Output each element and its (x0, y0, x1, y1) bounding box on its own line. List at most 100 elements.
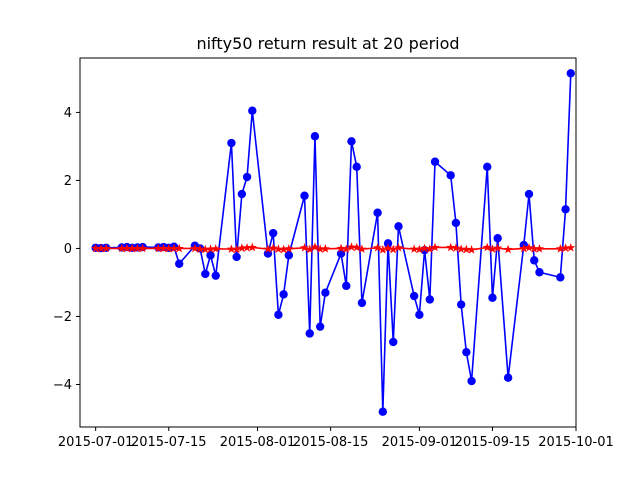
x-tick-label-2: 2015-07-15 (131, 435, 207, 450)
series-2-point-14 (190, 243, 200, 253)
series-1-point-38 (357, 298, 367, 308)
series-2-point-24 (263, 244, 273, 254)
series-1-point-25 (268, 228, 278, 238)
series-2-point-51 (456, 244, 466, 254)
series-1-point-64 (566, 69, 575, 78)
series-2-point-46 (420, 243, 430, 253)
series-1-point-30 (305, 329, 314, 338)
series-2-point-48 (430, 242, 440, 252)
series-2-point-4 (117, 243, 127, 253)
series-1-point-49 (446, 171, 455, 180)
series-1-point-16 (201, 269, 210, 279)
series-2-point-55 (487, 244, 498, 254)
y-tick-label-4: 2 (64, 174, 72, 189)
series-1-point-18 (211, 271, 220, 280)
series-2-point-8 (138, 243, 148, 253)
series-1-point-43 (394, 222, 403, 231)
series-2-point-53 (467, 245, 477, 254)
series-1-point-31 (310, 132, 320, 141)
series-2-point-30 (305, 244, 315, 254)
series-1-point-63 (561, 205, 570, 214)
x-tick-label-6: 2015-09-15 (455, 435, 531, 450)
series-2-point-33 (320, 243, 330, 253)
series-1-point-48 (430, 157, 440, 166)
series-2-point-49 (446, 242, 456, 252)
y-tick-label-2: −2 (53, 310, 72, 325)
series-2-point-52 (461, 244, 471, 254)
series-2-point-27 (279, 244, 289, 254)
series-1-point-23 (248, 106, 257, 115)
series-2-point-39 (373, 242, 383, 252)
series-2-point-54 (482, 242, 492, 252)
y-tick-label-3: 0 (64, 242, 72, 257)
series-1-point-52 (462, 347, 471, 357)
series-1-point-39 (373, 208, 382, 217)
series-2-point-15 (195, 244, 205, 254)
series-2-point-58 (519, 243, 529, 253)
series-1-point-53 (467, 376, 476, 386)
series-2-point-32 (315, 244, 325, 254)
x-tick-label-3: 2015-08-01 (220, 435, 296, 450)
series-2-point-22 (242, 242, 252, 252)
plot-frame (79, 57, 577, 428)
series-1-point-44 (409, 291, 419, 301)
series-2-point-50 (451, 243, 461, 252)
series-2-point-9 (153, 243, 163, 253)
x-tick-label-5: 2015-09-01 (382, 435, 458, 450)
series-2-point-35 (341, 244, 351, 254)
series-1-point-50 (451, 218, 461, 228)
series-2-point-18 (211, 243, 221, 253)
chart-title: nifty50 return result at 20 period (196, 34, 459, 53)
series-2-point-41 (383, 243, 393, 252)
series-2-point-7 (132, 243, 142, 253)
series-1-point-42 (389, 337, 398, 347)
series-2-point-29 (299, 242, 310, 252)
series-2-point-20 (232, 244, 242, 254)
series-1-point-51 (456, 300, 466, 309)
series-1-point-32 (315, 322, 325, 331)
series-2-point-12 (169, 243, 179, 253)
series-1-point-47 (425, 295, 435, 304)
series-1-point-26 (274, 310, 283, 319)
series-1-point-29 (300, 191, 309, 200)
series-2-point-45 (414, 244, 424, 254)
x-tick-label-1: 2015-07-01 (58, 435, 134, 450)
series-2-point-6 (127, 243, 137, 253)
series-2-point-59 (524, 242, 534, 252)
series-1-point-19 (227, 138, 236, 148)
series-2-point-19 (226, 244, 236, 254)
series-1-point-36 (347, 137, 356, 146)
series-1-point-22 (242, 172, 252, 182)
series-1-point-56 (493, 234, 502, 243)
series-1-point-37 (352, 162, 361, 172)
series-2-point-57 (503, 244, 513, 254)
series-2-point-43 (393, 242, 404, 252)
series-1-point-62 (556, 273, 565, 282)
series-2-point-1 (91, 243, 101, 253)
series-1-point-13 (175, 259, 184, 268)
series-1-point-60 (530, 256, 539, 265)
series-2-point-16 (200, 244, 210, 254)
series-2-point-62 (555, 243, 565, 253)
series-2-point-42 (388, 244, 398, 254)
series-2-point-40 (378, 245, 388, 254)
series-1-point-57 (503, 373, 513, 382)
series-1-point-35 (342, 281, 351, 291)
series-1-point-20 (232, 252, 241, 262)
series-1-point-40 (378, 407, 388, 416)
x-tick-label-4: 2015-08-15 (293, 435, 369, 450)
series-2-point-13 (174, 243, 184, 253)
series-2-point-3 (101, 243, 111, 253)
series-2-point-60 (529, 243, 539, 253)
series-2-point-31 (310, 242, 320, 251)
series-1-point-54 (483, 162, 492, 172)
series-2-point-21 (237, 243, 247, 252)
series-2-point-34 (336, 243, 346, 253)
y-tick-label-1: −4 (53, 378, 72, 393)
series-1-point-61 (535, 268, 544, 277)
series-2-point-47 (425, 244, 435, 254)
series-2-point-36 (346, 242, 357, 251)
